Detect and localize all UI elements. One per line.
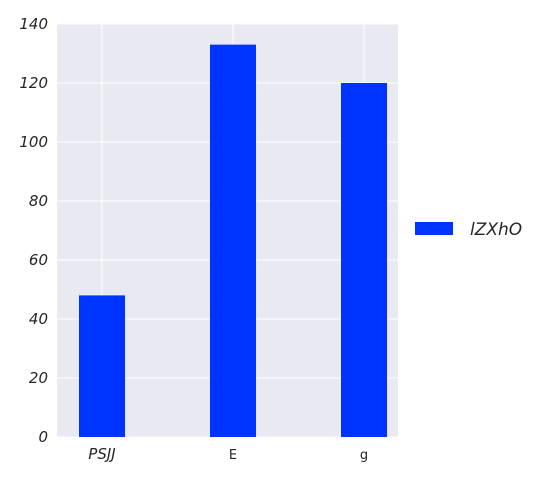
bars <box>79 44 387 438</box>
y-tick-label: 140 <box>19 15 48 33</box>
y-tick-label: 20 <box>29 369 48 387</box>
x-tick-label: g <box>360 448 368 463</box>
legend-swatch <box>415 222 453 235</box>
legend: lZXhO <box>415 220 522 240</box>
y-tick-label: 0 <box>38 428 48 446</box>
y-tick-label: 60 <box>29 251 48 269</box>
legend-label: lZXhO <box>470 220 522 240</box>
bar-psjj <box>79 295 125 437</box>
bar-g <box>341 83 387 437</box>
x-tick-label: PSJJ <box>88 445 115 463</box>
y-tick-label: 120 <box>19 74 48 92</box>
y-tick-label: 40 <box>29 310 48 328</box>
bar-e <box>210 44 256 438</box>
x-tick-label: E <box>229 448 237 463</box>
y-tick-label: 100 <box>19 133 48 151</box>
y-tick-label: 80 <box>29 192 48 210</box>
y-axis-ticks: 0 20 40 60 80 100 120 140 <box>19 15 48 446</box>
